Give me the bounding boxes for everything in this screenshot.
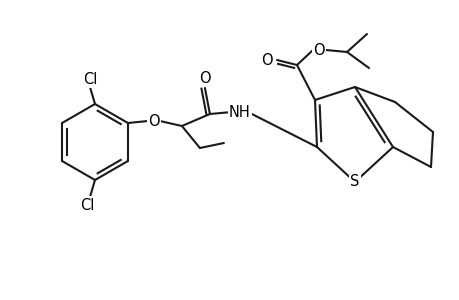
Text: O: O [261, 52, 272, 68]
Text: O: O [313, 43, 324, 58]
Text: NH: NH [229, 104, 250, 119]
Text: S: S [350, 175, 359, 190]
Text: Cl: Cl [80, 197, 94, 212]
Text: O: O [148, 113, 159, 128]
Text: Cl: Cl [83, 71, 97, 86]
Text: O: O [199, 70, 210, 86]
